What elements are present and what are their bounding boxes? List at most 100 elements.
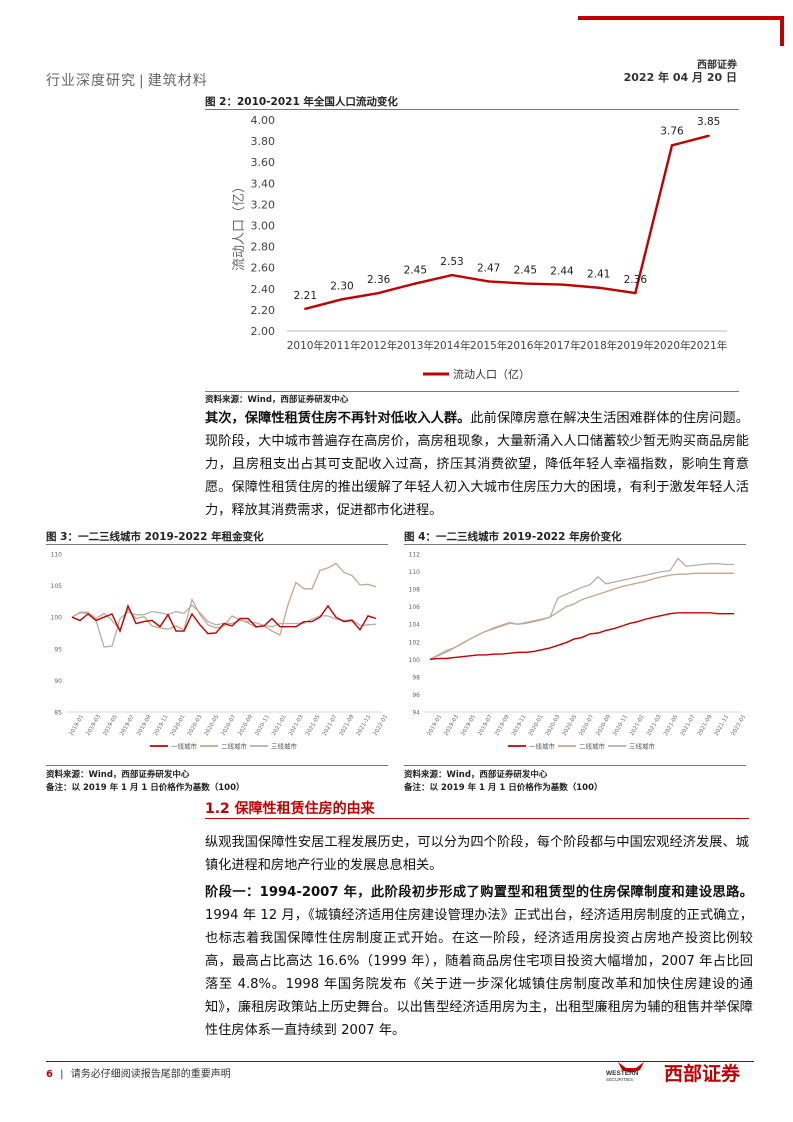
data-point xyxy=(414,282,417,285)
paragraph-body: 此前保障房意在解决生活困难群体的住房问题。现阶段，大中城市普遍存在高房价，高房租… xyxy=(205,411,749,518)
x-tick-label: 2021-03 xyxy=(288,714,305,737)
data-point xyxy=(304,307,307,311)
x-tick-label: 2019-11 xyxy=(153,714,170,737)
data-label: 2.47 xyxy=(477,262,500,274)
x-tick-label: 2020-07 xyxy=(579,714,596,737)
report-category: 行业深度研究 | 建筑材料 xyxy=(46,70,208,90)
y-tick-label: 2.80 xyxy=(251,241,276,254)
y-tick-label: 102 xyxy=(409,639,421,646)
x-tick-label: 2021-09 xyxy=(339,714,356,737)
y-tick-label: 112 xyxy=(409,552,421,559)
y-tick-label: 105 xyxy=(51,583,63,590)
series-line-1 xyxy=(71,603,377,635)
x-tick-label: 2021-05 xyxy=(305,714,322,737)
figure4-top-rule xyxy=(404,544,746,545)
category-label: 行业深度研究 xyxy=(46,73,136,89)
figure2-title: 图 2：2010-2021 年全国人口流动变化 xyxy=(205,96,398,108)
data-point xyxy=(597,286,600,289)
x-tick-label: 2020-11 xyxy=(612,714,629,737)
data-label: 2.53 xyxy=(440,256,463,268)
y-tick-label: 3.60 xyxy=(251,156,276,169)
y-tick-label: 3.80 xyxy=(251,135,276,148)
category-separator: | xyxy=(139,73,145,89)
x-tick-label: 2019-03 xyxy=(85,714,102,737)
paragraph-lead: 其次，保障性租赁住房不再针对低收入人群。 xyxy=(205,411,471,426)
data-label: 2.44 xyxy=(550,266,574,278)
legend-label: 流动人口（亿） xyxy=(453,367,530,381)
y-tick-label: 110 xyxy=(51,552,63,559)
y-tick-label: 2.60 xyxy=(251,262,276,275)
x-tick-label: 2019-09 xyxy=(136,714,153,737)
x-tick-label: 2020-05 xyxy=(562,714,579,737)
x-tick-label: 2020-11 xyxy=(254,714,271,737)
y-tick-label: 95 xyxy=(54,646,62,653)
y-tick-label: 2.20 xyxy=(251,304,276,317)
x-tick-label: 2019-01 xyxy=(427,714,444,737)
data-label: 2.45 xyxy=(514,265,537,277)
y-tick-label: 100 xyxy=(409,657,421,664)
paragraph-stage-one: 阶段一：1994-2007 年，此阶段初步形成了购置型和租赁型的住房保障制度和建… xyxy=(205,881,753,1042)
logo-en-sub: SECURITIES xyxy=(606,1077,634,1082)
x-tick-label: 2021-09 xyxy=(697,714,714,737)
x-tick-label: 2020年 xyxy=(653,339,690,352)
x-tick-label: 2021-07 xyxy=(680,714,697,737)
x-tick-label: 2021-07 xyxy=(322,714,339,737)
y-tick-label: 85 xyxy=(54,710,62,717)
footer-logo-mark: WESTERN SECURITIES xyxy=(600,1058,662,1084)
stage-one-lead: 阶段一：1994-2007 年，此阶段初步形成了购置型和租赁型的住房保障制度和建… xyxy=(205,885,753,900)
x-tick-label: 2019-07 xyxy=(119,714,136,737)
figure3-top-rule xyxy=(46,544,388,545)
data-label: 2.21 xyxy=(294,290,317,302)
x-tick-label: 2020-03 xyxy=(187,714,204,737)
legend-label: 一线城市 xyxy=(529,742,556,751)
x-tick-label: 2020-09 xyxy=(595,714,612,737)
y-tick-label: 2.00 xyxy=(251,325,276,338)
y-tick-label: 94 xyxy=(412,710,420,717)
figure4-source: 资料来源：Wind，西部证券研发中心 xyxy=(404,770,548,780)
header-accent-bar-vertical xyxy=(780,16,784,46)
data-label: 2.41 xyxy=(587,269,610,281)
x-tick-label: 2019-03 xyxy=(443,714,460,737)
figure2-source: 资料来源：Wind，西部证券研发中心 xyxy=(205,395,349,405)
x-tick-label: 2020-01 xyxy=(170,714,187,737)
series-line-2 xyxy=(429,572,734,660)
y-tick-label: 3.00 xyxy=(251,220,276,233)
x-tick-label: 2019年 xyxy=(617,339,654,352)
paragraph-history-overview: 纵观我国保障性安居工程发展历史，可以分为四个阶段，每个阶段都与中国宏观经济发展、… xyxy=(205,835,749,873)
x-tick-label: 2020-01 xyxy=(528,714,545,737)
data-point xyxy=(340,298,344,301)
x-tick-label: 2021年 xyxy=(690,339,727,352)
x-tick-label: 2018年 xyxy=(580,339,617,352)
figure3-title: 图 3：一二三线城市 2019-2022 年租金变化 xyxy=(46,531,264,543)
header-accent-bar xyxy=(578,16,784,20)
legend-label: 三线城市 xyxy=(271,742,298,751)
series-line-1 xyxy=(429,612,734,660)
x-tick-label: 2019-09 xyxy=(494,714,511,737)
x-tick-label: 2011年 xyxy=(323,339,360,352)
section-underline xyxy=(205,818,749,819)
x-tick-label: 2021-11 xyxy=(356,714,373,737)
data-label: 2.30 xyxy=(330,280,353,292)
x-tick-label: 2013年 xyxy=(397,339,434,352)
legend-label: 二线城市 xyxy=(579,742,606,751)
data-label: 2.45 xyxy=(404,265,427,277)
data-point xyxy=(634,291,637,295)
y-tick-label: 3.20 xyxy=(251,198,276,211)
x-tick-label: 2021-01 xyxy=(629,714,646,737)
x-tick-label: 2016年 xyxy=(507,339,544,352)
footer-rule xyxy=(46,1061,754,1062)
paragraph-rental-target: 其次，保障性租赁住房不再针对低收入人群。此前保障房意在解决生活困难群体的住房问题… xyxy=(205,407,749,522)
data-label: 3.85 xyxy=(697,116,720,128)
data-point xyxy=(670,144,674,147)
bull-logo-icon xyxy=(618,1062,644,1072)
section-title: 1.2 保障性租赁住房的由来 xyxy=(205,801,375,817)
data-point xyxy=(377,291,380,295)
x-tick-label: 2019-11 xyxy=(511,714,528,737)
legend-label: 二线城市 xyxy=(221,742,248,751)
footer-disclaimer-row: 6 | 请务必仔细阅读报告尾部的重要声明 xyxy=(46,1065,231,1080)
data-point xyxy=(450,273,454,277)
figure4-note: 备注：以 2019 年 1 月 1 日价格作为基数（100） xyxy=(404,783,603,793)
y-tick-label: 98 xyxy=(412,674,420,681)
